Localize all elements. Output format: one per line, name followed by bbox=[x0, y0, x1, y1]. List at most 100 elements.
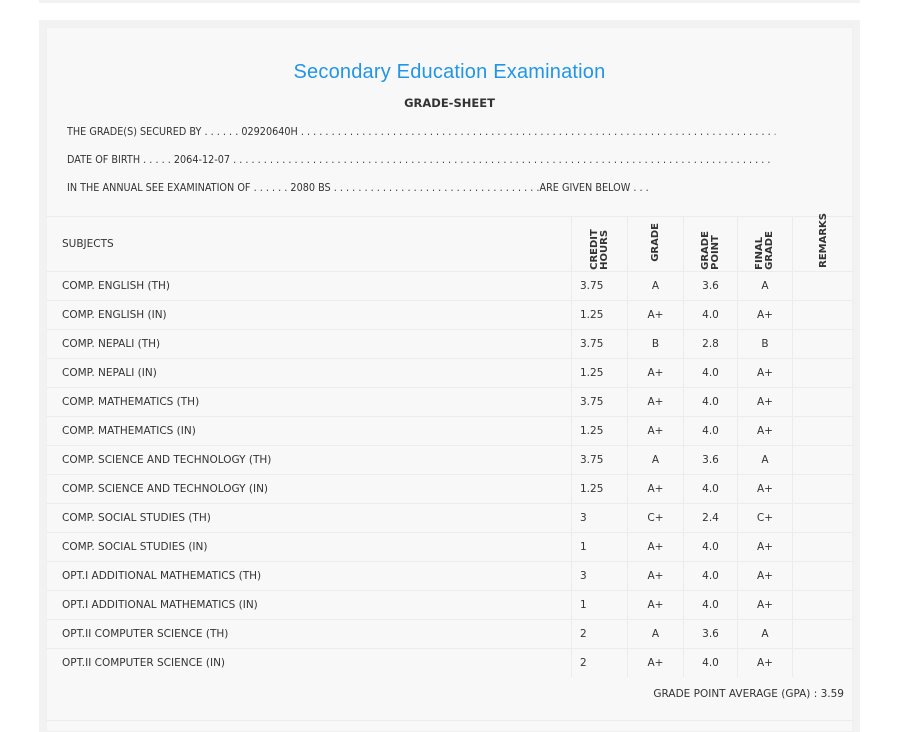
final-grade-cell: C+ bbox=[737, 502, 793, 533]
dots: . . . . . . bbox=[253, 182, 288, 194]
remarks-cell bbox=[792, 357, 854, 388]
final-grade-cell: A+ bbox=[737, 589, 793, 620]
table-row: COMP. SCIENCE AND TECHNOLOGY (IN) 1.25 A+ 4… bbox=[47, 473, 854, 504]
header-text: GRADE POINT bbox=[699, 230, 721, 270]
exam-label: IN THE ANNUAL SEE EXAMINATION OF bbox=[67, 182, 251, 194]
subject-cell: COMP. ENGLISH (IN) bbox=[47, 299, 572, 330]
header-final-grade: FINAL GRADE bbox=[737, 216, 793, 272]
grade-cell: B bbox=[627, 328, 684, 359]
credit-hours-cell: 1.25 bbox=[571, 415, 628, 446]
header-text: CREDIT HOURS bbox=[588, 228, 610, 270]
final-grade-cell: A+ bbox=[737, 647, 793, 677]
grade-sheet-panel: Secondary Education Examination GRADE-SH… bbox=[39, 20, 860, 732]
grade-cell: A bbox=[627, 270, 684, 301]
table-header-row: SUBJECTS CREDIT HOURS GRADE GRADE POINT … bbox=[47, 213, 854, 272]
header-grade-point: GRADE POINT bbox=[683, 216, 738, 272]
remarks-cell bbox=[792, 531, 854, 562]
remarks-cell bbox=[792, 328, 854, 359]
grade-cell: A+ bbox=[627, 386, 684, 417]
subject-cell: COMP. NEPALI (TH) bbox=[47, 328, 572, 359]
header-credit-hours: CREDIT HOURS bbox=[571, 216, 628, 272]
final-grade-cell: A+ bbox=[737, 386, 793, 417]
grade-point-cell: 4.0 bbox=[683, 299, 738, 330]
credit-hours-cell: 1 bbox=[571, 531, 628, 562]
grade-cell: C+ bbox=[627, 502, 684, 533]
header-text: FINAL GRADE bbox=[754, 230, 775, 270]
credit-hours-cell: 1.25 bbox=[571, 357, 628, 388]
dob-line: DATE OF BIRTH . . . . . 2064-12-07 . . .… bbox=[67, 154, 771, 166]
final-grade-cell: A bbox=[737, 270, 793, 301]
subject-cell: COMP. ENGLISH (TH) bbox=[47, 270, 572, 301]
remarks-cell bbox=[792, 270, 854, 301]
subject-cell: COMP. SOCIAL STUDIES (TH) bbox=[47, 502, 572, 533]
divider bbox=[47, 720, 854, 721]
grade-point-cell: 4.0 bbox=[683, 415, 738, 446]
remarks-cell bbox=[792, 560, 854, 591]
grade-cell: A+ bbox=[627, 531, 684, 562]
grade-point-cell: 4.0 bbox=[683, 357, 738, 388]
dots: . . . . . . . . . . . . . . . . . . . . … bbox=[333, 182, 540, 194]
table-row: COMP. SOCIAL STUDIES (IN) 1 A+ 4.0 A+ bbox=[47, 531, 854, 562]
exam-suffix: ARE GIVEN BELOW . . . bbox=[539, 182, 649, 194]
subject-cell: COMP. SCIENCE AND TECHNOLOGY (TH) bbox=[47, 444, 572, 475]
header-text: GRADE bbox=[649, 223, 661, 262]
header-subjects: SUBJECTS bbox=[47, 216, 572, 272]
grade-point-cell: 3.6 bbox=[683, 444, 738, 475]
credit-hours-cell: 3.75 bbox=[571, 270, 628, 301]
table-row: COMP. SCIENCE AND TECHNOLOGY (TH) 3.75 A 3.… bbox=[47, 444, 854, 475]
grade-cell: A+ bbox=[627, 560, 684, 591]
grade-sheet-card: Secondary Education Examination GRADE-SH… bbox=[46, 27, 854, 732]
remarks-cell bbox=[792, 618, 854, 649]
grade-cell: A+ bbox=[627, 647, 684, 677]
grade-point-cell: 2.8 bbox=[683, 328, 738, 359]
grade-point-cell: 3.6 bbox=[683, 618, 738, 649]
dots: . . . . . . . . . . . . . . . . . . . . … bbox=[233, 154, 771, 166]
table-row: COMP. ENGLISH (TH) 3.75 A 3.6 A bbox=[47, 270, 854, 301]
grade-point-cell: 4.0 bbox=[683, 531, 738, 562]
dob-label: DATE OF BIRTH bbox=[67, 154, 141, 166]
final-grade-cell: A+ bbox=[737, 357, 793, 388]
subject-cell: COMP. SCIENCE AND TECHNOLOGY (IN) bbox=[47, 473, 572, 504]
final-grade-cell: A+ bbox=[737, 473, 793, 504]
exam-year: 2080 BS bbox=[290, 182, 331, 194]
grade-cell: A bbox=[627, 444, 684, 475]
remarks-cell bbox=[792, 415, 854, 446]
remarks-cell bbox=[792, 473, 854, 504]
exam-title: Secondary Education Examination bbox=[293, 61, 606, 83]
final-grade-cell: A bbox=[737, 618, 793, 649]
table-row: COMP. NEPALI (IN) 1.25 A+ 4.0 A+ bbox=[47, 357, 854, 388]
header-text: REMARKS bbox=[817, 213, 829, 268]
table-row: OPT.I ADDITIONAL MATHEMATICS (IN) 1 A+ 4.0 A… bbox=[47, 589, 854, 620]
grade-cell: A+ bbox=[627, 299, 684, 330]
credit-hours-cell: 3.75 bbox=[571, 444, 628, 475]
grade-cell: A+ bbox=[627, 473, 684, 504]
grade-point-cell: 4.0 bbox=[683, 560, 738, 591]
grade-point-cell: 4.0 bbox=[683, 647, 738, 677]
dots: . . . . . . . . . . . . . . . . . . . . … bbox=[300, 126, 776, 138]
credit-hours-cell: 3 bbox=[571, 560, 628, 591]
subject-cell: OPT.II COMPUTER SCIENCE (IN) bbox=[47, 647, 572, 677]
table-row: OPT.I ADDITIONAL MATHEMATICS (TH) 3 A+ 4.0 A… bbox=[47, 560, 854, 591]
credit-hours-cell: 1.25 bbox=[571, 299, 628, 330]
grade-cell: A+ bbox=[627, 589, 684, 620]
subject-cell: OPT.II COMPUTER SCIENCE (TH) bbox=[47, 618, 572, 649]
credit-hours-cell: 3 bbox=[571, 502, 628, 533]
top-strip bbox=[39, 0, 860, 3]
final-grade-cell: B bbox=[737, 328, 793, 359]
grade-point-cell: 3.6 bbox=[683, 270, 738, 301]
grade-point-cell: 4.0 bbox=[683, 386, 738, 417]
subject-cell: OPT.I ADDITIONAL MATHEMATICS (TH) bbox=[47, 560, 572, 591]
subject-cell: OPT.I ADDITIONAL MATHEMATICS (IN) bbox=[47, 589, 572, 620]
remarks-cell bbox=[792, 502, 854, 533]
grade-cell: A+ bbox=[627, 415, 684, 446]
remarks-cell bbox=[792, 299, 854, 330]
dots: . . . . . . bbox=[204, 126, 239, 138]
header-remarks: REMARKS bbox=[792, 213, 854, 272]
credit-hours-cell: 3.75 bbox=[571, 386, 628, 417]
credit-hours-cell: 1.25 bbox=[571, 473, 628, 504]
subject-cell: COMP. NEPALI (IN) bbox=[47, 357, 572, 388]
secured-by-label: THE GRADE(S) SECURED BY bbox=[67, 126, 202, 138]
exam-line: IN THE ANNUAL SEE EXAMINATION OF . . . .… bbox=[67, 182, 803, 194]
subject-cell: COMP. MATHEMATICS (IN) bbox=[47, 415, 572, 446]
gpa-summary: GRADE POINT AVERAGE (GPA) : 3.59 bbox=[653, 688, 844, 700]
